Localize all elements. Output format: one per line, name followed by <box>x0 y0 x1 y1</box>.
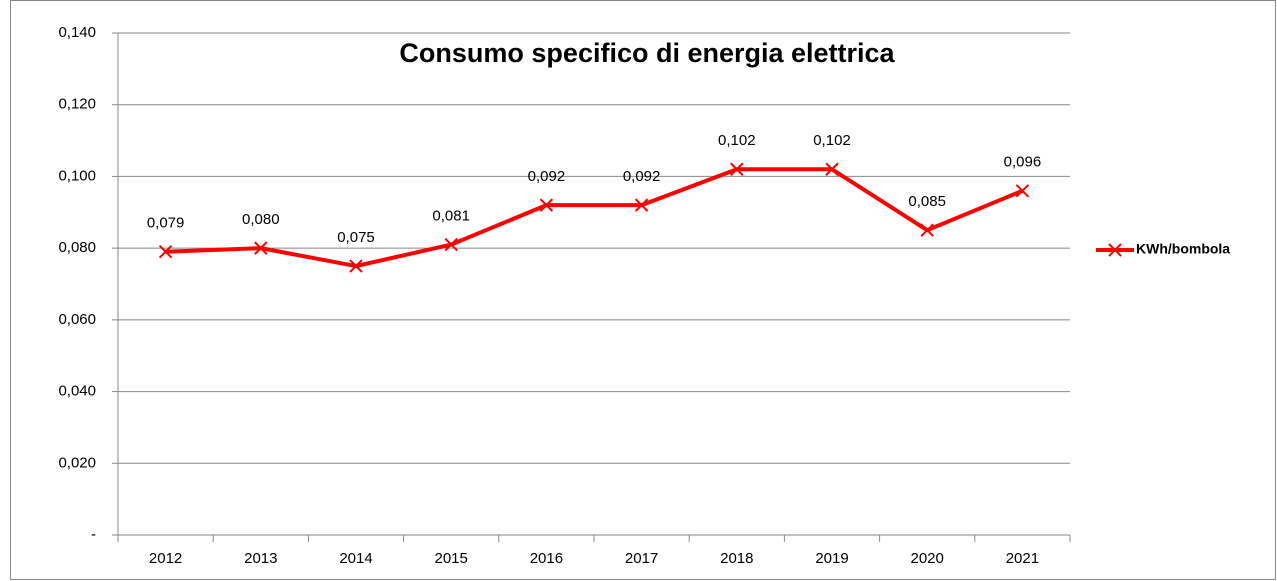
marker <box>254 241 268 255</box>
chart-title: Consumo specifico di energia elettrica <box>399 38 895 68</box>
x-tick-label: 2018 <box>720 550 753 567</box>
data-label: 0,092 <box>528 168 566 185</box>
y-tick-label: 0,060 <box>58 311 96 328</box>
marker <box>158 245 173 259</box>
marker <box>634 198 649 212</box>
y-tick-label: 0,140 <box>58 24 96 41</box>
marker <box>825 162 839 176</box>
data-label: 0,081 <box>432 208 470 225</box>
y-tick-label: 0,120 <box>58 96 96 113</box>
data-label: 0,079 <box>147 215 185 232</box>
x-tick-label: 2020 <box>911 550 944 567</box>
x-tick-label: 2016 <box>530 550 563 567</box>
marker <box>920 223 934 237</box>
y-tick-label: 0,040 <box>58 383 96 400</box>
marker <box>444 237 458 252</box>
marker <box>539 198 554 212</box>
legend-marker <box>1108 243 1122 257</box>
data-label: 0,092 <box>623 168 661 185</box>
marker <box>1015 184 1030 198</box>
data-label: 0,102 <box>718 132 756 149</box>
y-tick-label: 0,100 <box>58 167 96 184</box>
data-label: 0,080 <box>242 211 280 228</box>
legend-label: KWh/bombola <box>1136 241 1230 257</box>
data-label: 0,102 <box>813 132 851 149</box>
marker <box>349 259 363 273</box>
y-tick-label: 0,080 <box>58 239 96 256</box>
x-tick-label: 2013 <box>244 550 277 567</box>
x-tick-label: 2015 <box>435 550 468 567</box>
y-tick-label: - <box>91 526 96 543</box>
x-tick-label: 2017 <box>625 550 658 567</box>
data-label: 0,075 <box>337 229 375 246</box>
y-tick-label: 0,020 <box>58 454 96 471</box>
marker <box>730 162 744 176</box>
data-label: 0,096 <box>1004 154 1042 171</box>
x-tick-label: 2014 <box>339 550 372 567</box>
x-tick-label: 2019 <box>815 550 848 567</box>
x-tick-label: 2021 <box>1006 550 1039 567</box>
chart-frame <box>10 0 1276 580</box>
data-label: 0,085 <box>908 193 946 210</box>
series-line <box>165 167 1024 269</box>
x-tick-label: 2012 <box>149 550 182 567</box>
